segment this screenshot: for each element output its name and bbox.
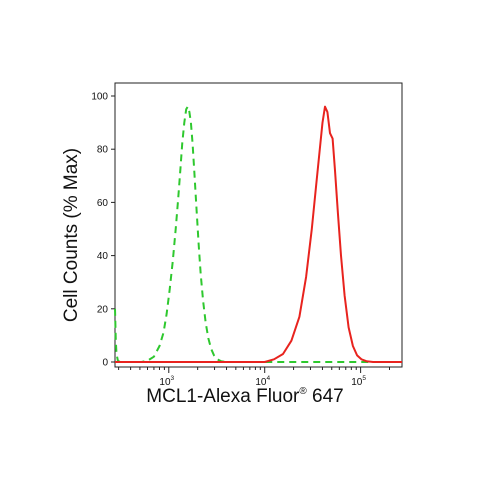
histogram-series-1 <box>114 105 402 363</box>
plot-frame <box>114 82 403 368</box>
histogram-series-2 <box>115 105 402 363</box>
y-tick-label: 80 <box>97 145 109 156</box>
y-tick-label: 100 <box>91 92 108 103</box>
y-tick-label: 0 <box>102 358 108 369</box>
y-axis: 0 20 40 60 80 100 <box>91 92 115 369</box>
y-tick-label: 60 <box>97 198 109 209</box>
y-axis-label: Cell Counts (% Max) <box>61 147 82 323</box>
x-tick-label: 103 <box>159 375 174 388</box>
y-tick-label: 40 <box>97 251 109 262</box>
y-tick-label: 20 <box>97 304 109 315</box>
x-axis: 103 104 105 <box>118 367 390 388</box>
x-axis-label-tail: 647 <box>306 386 344 407</box>
x-tick-label: 104 <box>255 375 270 388</box>
series-layer <box>114 105 402 363</box>
x-axis-label-main: MCL1-Alexa Fluor <box>146 386 300 407</box>
x-axis-label: MCL1-Alexa Fluor® 647 <box>146 386 343 408</box>
x-tick-label: 105 <box>351 375 366 388</box>
registered-mark: ® <box>299 386 307 397</box>
